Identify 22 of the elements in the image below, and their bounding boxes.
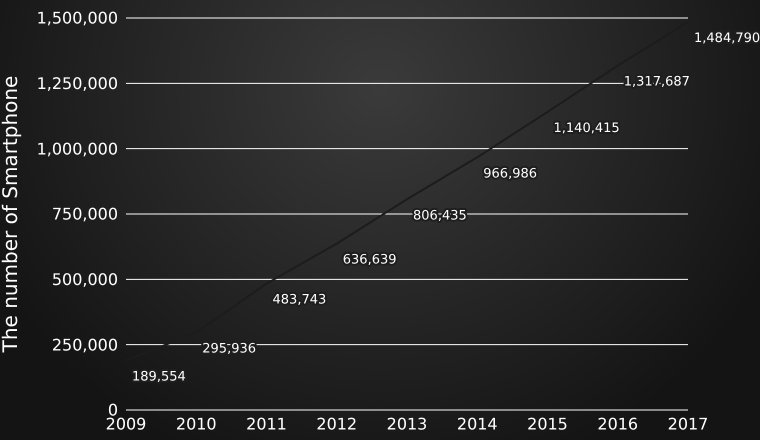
x-tick-label: 2012 [316,414,358,434]
x-tick-label: 2017 [668,414,708,434]
y-tick-label: 750,000 [52,204,118,224]
data-label: 483,743 [272,292,326,308]
x-tick-label: 2014 [456,414,498,434]
data-label: 1,140,415 [554,120,620,136]
y-tick-label: 500,000 [52,270,118,290]
data-label: 189,554 [132,369,186,384]
x-tick-label: 2010 [176,414,217,434]
y-axis-title: The number of Smartphone [0,76,22,354]
data-label: 295,936 [202,342,256,357]
data-label: 966,986 [483,166,538,182]
x-tick-label: 2011 [246,414,287,434]
data-label: 1,484,790 [694,30,760,46]
x-tick-label: 2015 [527,414,568,434]
y-tick-label: 1,000,000 [36,139,118,158]
data-label: 636,639 [342,252,397,268]
y-tick-label: 250,000 [52,335,118,354]
x-tick-label: 2013 [386,414,428,434]
y-tick-label: 1,500,000 [36,8,118,28]
x-tick-label: 2016 [597,414,638,434]
y-tick-label: 1,250,000 [36,74,118,94]
